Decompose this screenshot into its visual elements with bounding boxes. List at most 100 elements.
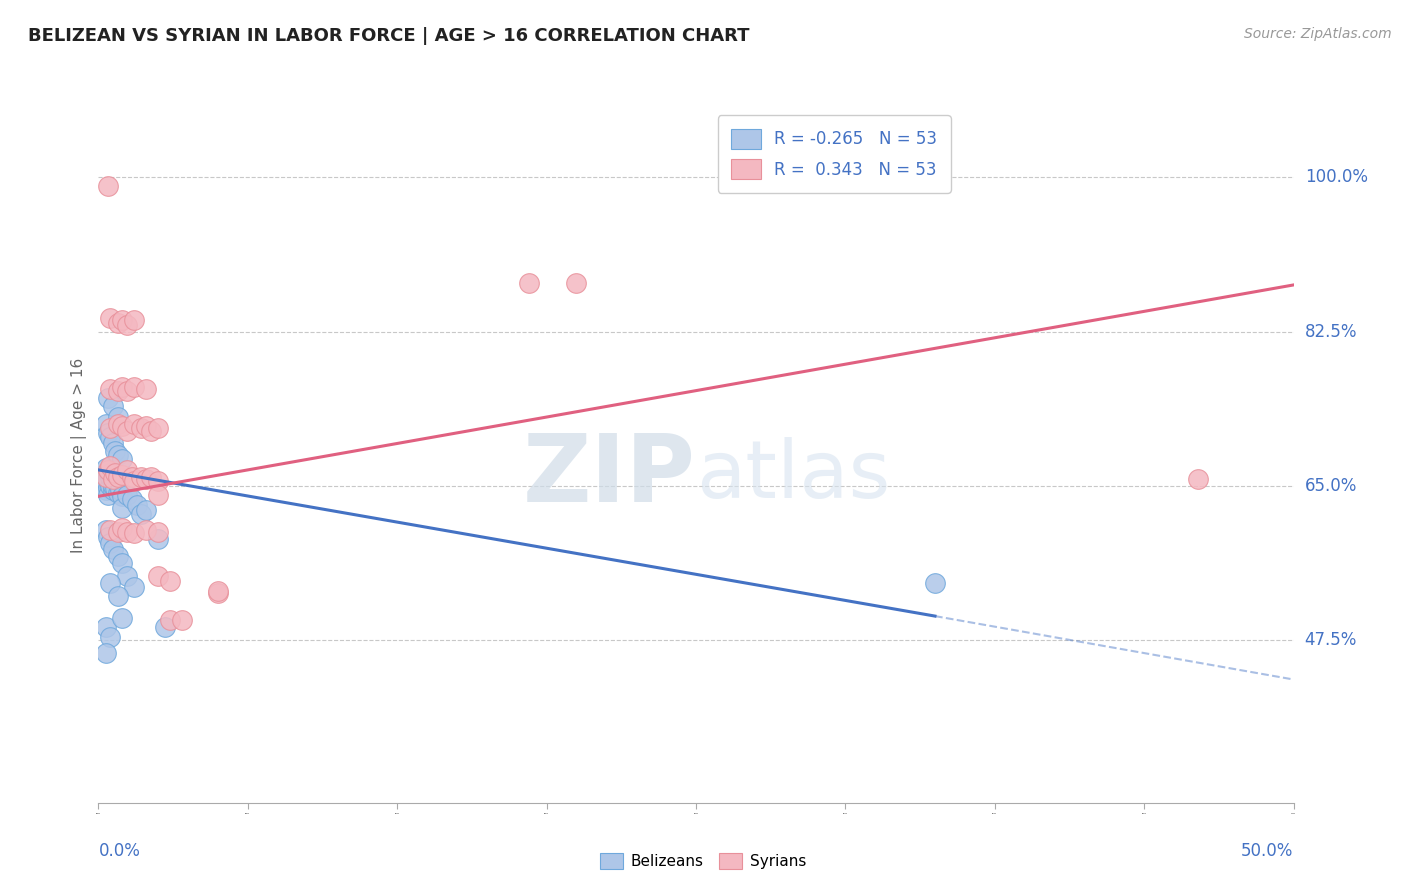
Point: [124, 475, 146, 489]
Point: [125, 498, 148, 512]
Point: [135, 472, 157, 486]
Point: [207, 586, 229, 600]
Point: [124, 380, 146, 394]
Point: [155, 620, 177, 634]
Point: [107, 524, 129, 539]
Point: [148, 532, 170, 546]
Text: 65.0%: 65.0%: [1305, 476, 1357, 495]
Text: 100.0%: 100.0%: [1305, 169, 1368, 186]
Point: [121, 470, 143, 484]
Point: [94, 417, 117, 431]
Point: [94, 483, 117, 497]
Point: [107, 485, 129, 500]
Point: [111, 500, 134, 515]
Text: 50.0%: 50.0%: [1241, 842, 1294, 860]
Point: [104, 472, 127, 486]
Point: [159, 574, 181, 588]
Point: [98, 421, 122, 435]
Point: [94, 646, 117, 660]
Point: [115, 384, 138, 398]
Point: [131, 507, 153, 521]
Point: [124, 417, 146, 431]
Point: [104, 466, 127, 480]
Point: [98, 311, 122, 326]
Point: [101, 475, 124, 489]
Point: [517, 276, 540, 290]
Point: [111, 611, 134, 625]
Point: [124, 526, 146, 541]
Point: [139, 470, 162, 484]
Point: [148, 524, 170, 539]
Point: [101, 483, 124, 497]
Text: atlas: atlas: [696, 437, 890, 515]
Point: [108, 483, 131, 497]
Point: [148, 487, 170, 501]
Text: Source: ZipAtlas.com: Source: ZipAtlas.com: [1244, 27, 1392, 41]
Point: [98, 536, 122, 550]
Point: [97, 425, 120, 440]
Point: [101, 436, 124, 450]
Point: [94, 620, 117, 634]
Point: [111, 380, 134, 394]
Point: [97, 472, 120, 486]
Point: [107, 448, 129, 462]
Point: [124, 313, 146, 327]
Point: [97, 391, 120, 405]
Point: [111, 489, 134, 503]
Point: [97, 530, 120, 544]
Point: [1187, 472, 1209, 486]
Point: [107, 316, 129, 330]
Point: [94, 475, 117, 489]
Y-axis label: In Labor Force | Age > 16: In Labor Force | Age > 16: [72, 358, 87, 552]
Point: [111, 313, 134, 327]
Point: [139, 424, 162, 438]
Point: [135, 382, 157, 396]
Point: [107, 549, 129, 564]
Point: [107, 477, 129, 491]
Point: [115, 487, 138, 501]
Point: [98, 523, 122, 537]
Legend: Belizeans, Syrians: Belizeans, Syrians: [593, 847, 813, 875]
Point: [98, 430, 122, 444]
Point: [104, 443, 127, 458]
Point: [101, 479, 124, 493]
Text: 82.5%: 82.5%: [1305, 323, 1357, 341]
Point: [115, 524, 138, 539]
Point: [111, 556, 134, 570]
Point: [131, 470, 153, 484]
Point: [131, 421, 153, 435]
Point: [148, 475, 170, 489]
Point: [98, 479, 122, 493]
Text: BELIZEAN VS SYRIAN IN LABOR FORCE | AGE > 16 CORRELATION CHART: BELIZEAN VS SYRIAN IN LABOR FORCE | AGE …: [28, 27, 749, 45]
Text: ZIP: ZIP: [523, 430, 696, 522]
Text: 0.0%: 0.0%: [98, 842, 141, 860]
Point: [97, 179, 120, 194]
Point: [207, 584, 229, 599]
Point: [159, 613, 181, 627]
Point: [98, 466, 122, 480]
Point: [97, 481, 120, 495]
Point: [101, 400, 124, 414]
Point: [97, 463, 120, 477]
Point: [111, 521, 134, 535]
Point: [565, 276, 588, 290]
Point: [107, 410, 129, 425]
Point: [148, 421, 170, 435]
Point: [98, 575, 122, 590]
Point: [101, 472, 124, 486]
Point: [94, 470, 117, 484]
Point: [107, 384, 129, 398]
Point: [135, 523, 157, 537]
Point: [115, 424, 138, 438]
Point: [124, 580, 146, 594]
Point: [115, 318, 138, 333]
Point: [172, 613, 194, 627]
Point: [98, 630, 122, 644]
Point: [111, 418, 134, 433]
Point: [135, 418, 157, 433]
Point: [135, 503, 157, 517]
Point: [97, 487, 120, 501]
Point: [94, 470, 117, 484]
Point: [115, 463, 138, 477]
Point: [98, 382, 122, 396]
